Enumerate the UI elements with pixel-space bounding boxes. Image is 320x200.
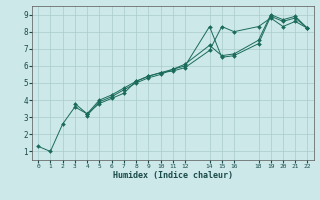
X-axis label: Humidex (Indice chaleur): Humidex (Indice chaleur) bbox=[113, 171, 233, 180]
